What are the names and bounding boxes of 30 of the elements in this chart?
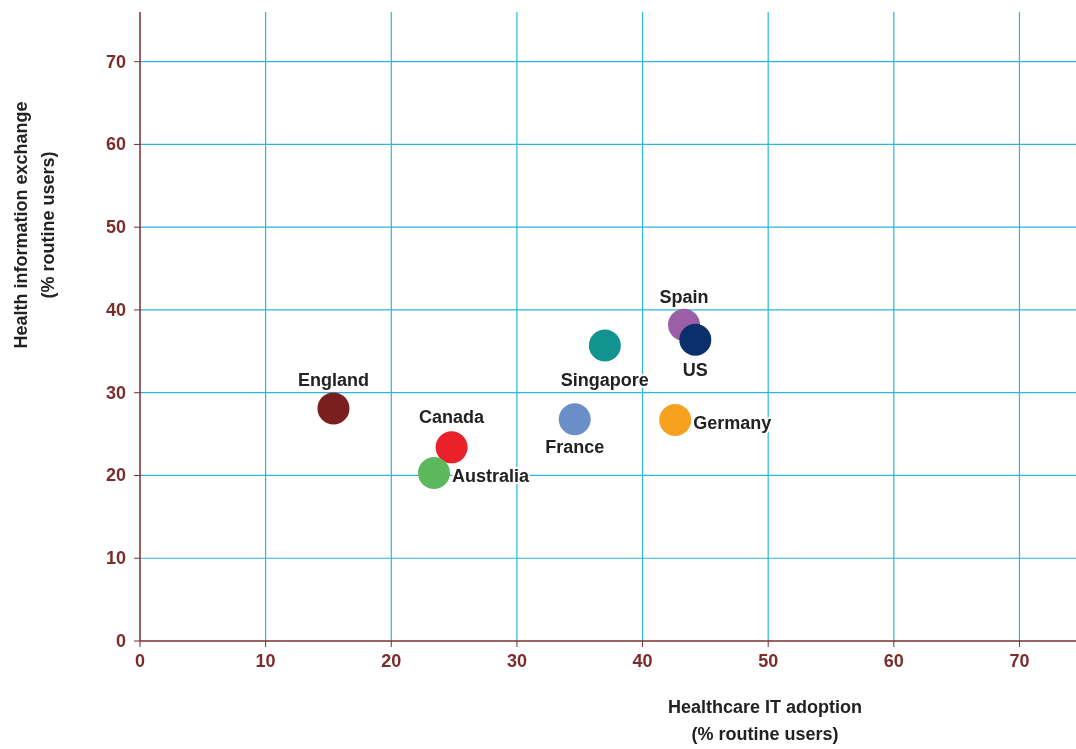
y-tick-label: 40	[105, 299, 126, 320]
point	[588, 329, 621, 362]
y-tick-label: 0	[115, 631, 126, 651]
x-axis-title: Healthcare IT adoption (% routine users)	[667, 697, 863, 744]
point	[317, 392, 350, 425]
x-tick-label: 50	[758, 651, 779, 671]
y-tick-label: 20	[105, 465, 126, 486]
series-label: Spain	[659, 286, 709, 307]
point	[435, 431, 468, 464]
y-tick-label: 30	[105, 382, 126, 403]
point	[679, 323, 712, 356]
y-tick-label: 50	[105, 217, 126, 238]
x-tick-label: 40	[632, 651, 653, 671]
y-tick-label: 10	[105, 548, 126, 569]
series-label: France	[545, 437, 605, 458]
x-tick-label: 60	[883, 651, 904, 671]
series-label: Canada	[419, 407, 486, 428]
x-tick-label: 30	[506, 651, 527, 671]
x-tick-label: 0	[134, 651, 146, 671]
point	[659, 404, 692, 437]
point	[417, 456, 450, 489]
y-tick-label: 60	[105, 134, 126, 155]
series-label: US	[682, 359, 708, 380]
point	[558, 403, 591, 436]
x-tick-label: 10	[255, 651, 276, 671]
y-axis-title: Health information exchange (% routine users)	[11, 101, 58, 349]
y-tick-label: 70	[105, 51, 126, 72]
x-tick-label: 70	[1009, 651, 1030, 671]
series-label: England	[297, 370, 369, 391]
x-tick-label: 20	[381, 651, 402, 671]
